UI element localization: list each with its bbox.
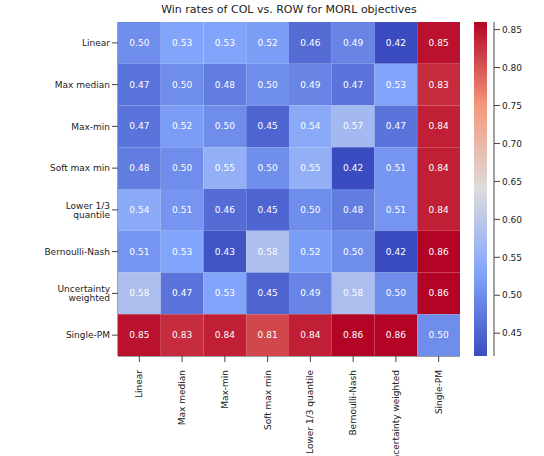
svg-text:0.42: 0.42 bbox=[386, 247, 406, 257]
svg-text:Max-min: Max-min bbox=[71, 122, 110, 132]
svg-text:0.47: 0.47 bbox=[386, 121, 406, 131]
svg-text:0.50: 0.50 bbox=[300, 205, 320, 215]
svg-text:0.48: 0.48 bbox=[129, 163, 149, 173]
svg-text:0.51: 0.51 bbox=[386, 205, 406, 215]
svg-text:Single-PM: Single-PM bbox=[434, 370, 444, 414]
svg-text:0.75: 0.75 bbox=[502, 101, 522, 111]
svg-text:0.50: 0.50 bbox=[502, 290, 522, 300]
svg-text:0.85: 0.85 bbox=[429, 38, 449, 48]
svg-text:0.47: 0.47 bbox=[172, 288, 192, 298]
svg-text:0.60: 0.60 bbox=[502, 215, 522, 225]
svg-text:0.86: 0.86 bbox=[343, 330, 363, 340]
svg-text:0.84: 0.84 bbox=[429, 121, 449, 131]
svg-text:0.49: 0.49 bbox=[300, 80, 320, 90]
svg-text:0.50: 0.50 bbox=[129, 38, 149, 48]
svg-text:0.50: 0.50 bbox=[215, 121, 235, 131]
svg-text:0.46: 0.46 bbox=[215, 205, 235, 215]
svg-text:0.53: 0.53 bbox=[215, 288, 235, 298]
svg-text:Single-PM: Single-PM bbox=[66, 330, 110, 340]
svg-text:0.83: 0.83 bbox=[172, 330, 192, 340]
svg-text:Uncertainty weighted: Uncertainty weighted bbox=[391, 370, 401, 456]
svg-text:Soft max min: Soft max min bbox=[263, 370, 273, 430]
svg-text:0.43: 0.43 bbox=[215, 247, 235, 257]
svg-text:0.57: 0.57 bbox=[343, 121, 363, 131]
svg-text:0.53: 0.53 bbox=[172, 38, 192, 48]
svg-text:0.52: 0.52 bbox=[172, 121, 192, 131]
svg-text:0.45: 0.45 bbox=[258, 121, 278, 131]
svg-text:0.50: 0.50 bbox=[172, 80, 192, 90]
svg-text:0.84: 0.84 bbox=[215, 330, 235, 340]
svg-text:Lower 1/3quantile: Lower 1/3quantile bbox=[66, 201, 111, 220]
svg-text:0.45: 0.45 bbox=[258, 288, 278, 298]
html-text:Win rates of COL vs. ROW for M: Win rates of COL vs. ROW for MORL object… bbox=[161, 3, 417, 16]
svg-text:Uncertaintyweighted: Uncertaintyweighted bbox=[57, 284, 110, 303]
svg-text:0.84: 0.84 bbox=[429, 163, 449, 173]
svg-text:0.81: 0.81 bbox=[258, 330, 278, 340]
svg-text:0.45: 0.45 bbox=[502, 328, 522, 338]
svg-text:0.54: 0.54 bbox=[129, 205, 149, 215]
svg-text:Lower 1/3 quantile: Lower 1/3 quantile bbox=[305, 370, 315, 454]
svg-text:0.52: 0.52 bbox=[300, 247, 320, 257]
svg-text:Linear: Linear bbox=[82, 38, 110, 48]
svg-text:0.58: 0.58 bbox=[129, 288, 149, 298]
svg-text:0.65: 0.65 bbox=[502, 177, 522, 187]
svg-text:0.45: 0.45 bbox=[258, 205, 278, 215]
svg-text:Bernoulli-Nash: Bernoulli-Nash bbox=[348, 370, 358, 436]
svg-text:0.51: 0.51 bbox=[386, 163, 406, 173]
svg-text:0.47: 0.47 bbox=[129, 121, 149, 131]
svg-text:0.50: 0.50 bbox=[172, 163, 192, 173]
svg-text:0.48: 0.48 bbox=[215, 80, 235, 90]
svg-text:0.47: 0.47 bbox=[129, 80, 149, 90]
svg-text:0.55: 0.55 bbox=[300, 163, 320, 173]
svg-text:0.80: 0.80 bbox=[502, 63, 522, 73]
svg-text:Max median: Max median bbox=[177, 370, 187, 425]
svg-text:0.49: 0.49 bbox=[300, 288, 320, 298]
svg-text:0.50: 0.50 bbox=[258, 163, 278, 173]
svg-text:0.46: 0.46 bbox=[300, 38, 320, 48]
svg-text:0.42: 0.42 bbox=[343, 163, 363, 173]
svg-text:0.86: 0.86 bbox=[386, 330, 406, 340]
svg-text:Soft max min: Soft max min bbox=[50, 163, 110, 173]
svg-text:0.83: 0.83 bbox=[429, 80, 449, 90]
svg-text:Bernoulli-Nash: Bernoulli-Nash bbox=[44, 247, 110, 257]
svg-text:Linear: Linear bbox=[134, 370, 144, 398]
svg-text:0.85: 0.85 bbox=[129, 330, 149, 340]
svg-text:0.86: 0.86 bbox=[429, 247, 449, 257]
svg-text:0.55: 0.55 bbox=[215, 163, 235, 173]
svg-text:Max median: Max median bbox=[55, 80, 110, 90]
svg-text:0.51: 0.51 bbox=[172, 205, 192, 215]
svg-text:0.53: 0.53 bbox=[172, 247, 192, 257]
svg-text:0.85: 0.85 bbox=[502, 25, 522, 35]
svg-text:0.52: 0.52 bbox=[258, 38, 278, 48]
svg-text:0.47: 0.47 bbox=[343, 80, 363, 90]
svg-text:0.53: 0.53 bbox=[215, 38, 235, 48]
svg-text:0.50: 0.50 bbox=[429, 330, 449, 340]
svg-text:0.58: 0.58 bbox=[258, 247, 278, 257]
svg-text:0.54: 0.54 bbox=[300, 121, 320, 131]
svg-text:0.53: 0.53 bbox=[386, 80, 406, 90]
svg-text:0.58: 0.58 bbox=[343, 288, 363, 298]
svg-text:0.48: 0.48 bbox=[343, 205, 363, 215]
svg-text:0.55: 0.55 bbox=[502, 253, 522, 263]
svg-text:0.50: 0.50 bbox=[258, 80, 278, 90]
svg-text:0.50: 0.50 bbox=[343, 247, 363, 257]
svg-text:0.70: 0.70 bbox=[502, 139, 522, 149]
svg-text:0.84: 0.84 bbox=[300, 330, 320, 340]
svg-text:0.50: 0.50 bbox=[386, 288, 406, 298]
svg-text:0.42: 0.42 bbox=[386, 38, 406, 48]
svg-text:0.86: 0.86 bbox=[429, 288, 449, 298]
svg-text:0.49: 0.49 bbox=[343, 38, 363, 48]
svg-text:0.84: 0.84 bbox=[429, 205, 449, 215]
svg-text:0.51: 0.51 bbox=[129, 247, 149, 257]
svg-text:Max-min: Max-min bbox=[220, 370, 230, 409]
